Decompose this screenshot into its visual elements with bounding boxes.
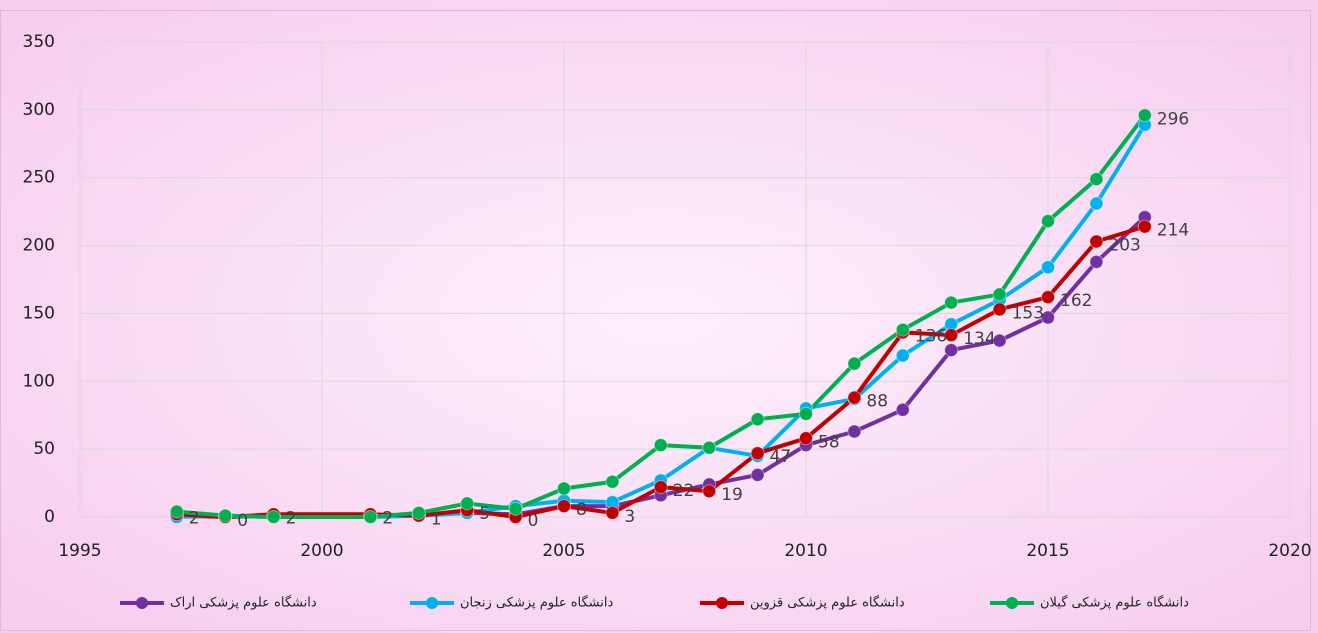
data-label: 88 xyxy=(866,392,888,412)
y-tick-label: 250 xyxy=(23,168,55,188)
data-point xyxy=(702,440,717,455)
data-point xyxy=(653,480,668,495)
y-tick-label: 150 xyxy=(23,303,55,323)
y-tick-label: 0 xyxy=(44,507,55,527)
legend-marker xyxy=(426,597,438,609)
data-point xyxy=(557,499,571,514)
legend-label: دانشگاه علوم پزشکی قزوین xyxy=(750,595,905,611)
x-tick-label: 2010 xyxy=(784,541,827,561)
y-tick-label: 350 xyxy=(23,32,55,52)
data-label: 47 xyxy=(770,447,792,467)
data-point xyxy=(653,438,668,453)
data-point xyxy=(944,328,959,343)
data-point xyxy=(992,333,1007,348)
data-point xyxy=(508,501,523,516)
x-tick-label: 2020 xyxy=(1268,541,1311,561)
data-label: 22 xyxy=(673,481,695,501)
data-point xyxy=(944,295,959,310)
chart-border xyxy=(0,10,1311,631)
data-point xyxy=(1089,254,1104,269)
y-tick-label: 200 xyxy=(23,236,55,256)
legend-label: دانشگاه علوم پزشکی اراک xyxy=(170,595,317,611)
x-tick-label: 1995 xyxy=(58,541,101,561)
data-point xyxy=(944,343,959,358)
data-label: 214 xyxy=(1157,221,1189,241)
data-point xyxy=(460,496,475,511)
data-point xyxy=(363,510,378,524)
data-label: 162 xyxy=(1060,291,1092,311)
data-label: 2 xyxy=(286,508,297,528)
data-point xyxy=(1137,219,1152,234)
data-point xyxy=(1089,172,1104,187)
data-point xyxy=(169,504,184,519)
data-label: 58 xyxy=(818,432,840,452)
legend-marker xyxy=(1006,597,1018,609)
data-label: 203 xyxy=(1108,236,1140,256)
data-point xyxy=(266,510,281,524)
data-point xyxy=(1041,310,1055,325)
data-point xyxy=(702,484,717,499)
data-label: 3 xyxy=(624,507,635,527)
data-label: 5 xyxy=(479,504,490,524)
legend-marker xyxy=(136,597,148,609)
data-point xyxy=(605,505,620,520)
data-point xyxy=(1089,196,1104,211)
data-point xyxy=(992,302,1007,317)
data-point xyxy=(895,402,910,417)
data-point xyxy=(1089,234,1104,249)
data-label: 153 xyxy=(1012,303,1044,323)
data-point xyxy=(847,356,862,371)
y-tick-label: 300 xyxy=(23,100,55,120)
data-point xyxy=(847,390,862,405)
data-point xyxy=(1041,290,1055,305)
data-label: 296 xyxy=(1157,109,1189,129)
data-point xyxy=(218,508,233,523)
data-point xyxy=(992,287,1007,302)
data-label: 0 xyxy=(528,511,539,531)
data-point xyxy=(895,348,910,363)
data-point xyxy=(557,481,571,496)
data-label: 0 xyxy=(237,511,248,531)
legend-marker xyxy=(716,597,728,609)
legend-label: دانشگاه علوم پزشکی زنجان xyxy=(460,595,613,611)
data-label: 2 xyxy=(382,508,393,528)
data-point xyxy=(847,424,862,439)
data-label: 134 xyxy=(963,329,995,349)
data-point xyxy=(605,474,620,489)
x-tick-label: 2000 xyxy=(300,541,343,561)
data-label: 1 xyxy=(431,510,442,530)
legend-label: دانشگاه علوم پزشکی گیلان xyxy=(1040,595,1189,611)
data-point xyxy=(411,505,426,520)
data-point xyxy=(1137,108,1152,123)
data-point xyxy=(799,431,813,446)
series-line xyxy=(176,114,1147,519)
data-point xyxy=(1041,214,1055,229)
y-tick-label: 50 xyxy=(33,439,55,459)
data-point xyxy=(1041,260,1055,275)
data-label: 2 xyxy=(189,508,200,528)
y-tick-label: 100 xyxy=(23,371,55,391)
data-label: 8 xyxy=(576,500,587,520)
data-point xyxy=(750,446,765,461)
data-label: 136 xyxy=(915,326,947,346)
x-tick-label: 2005 xyxy=(542,541,585,561)
data-point xyxy=(750,467,765,482)
data-point xyxy=(750,412,765,427)
x-tick-label: 2015 xyxy=(1026,541,1069,561)
data-point xyxy=(895,322,910,337)
data-point xyxy=(799,406,813,421)
data-label: 19 xyxy=(721,485,743,505)
